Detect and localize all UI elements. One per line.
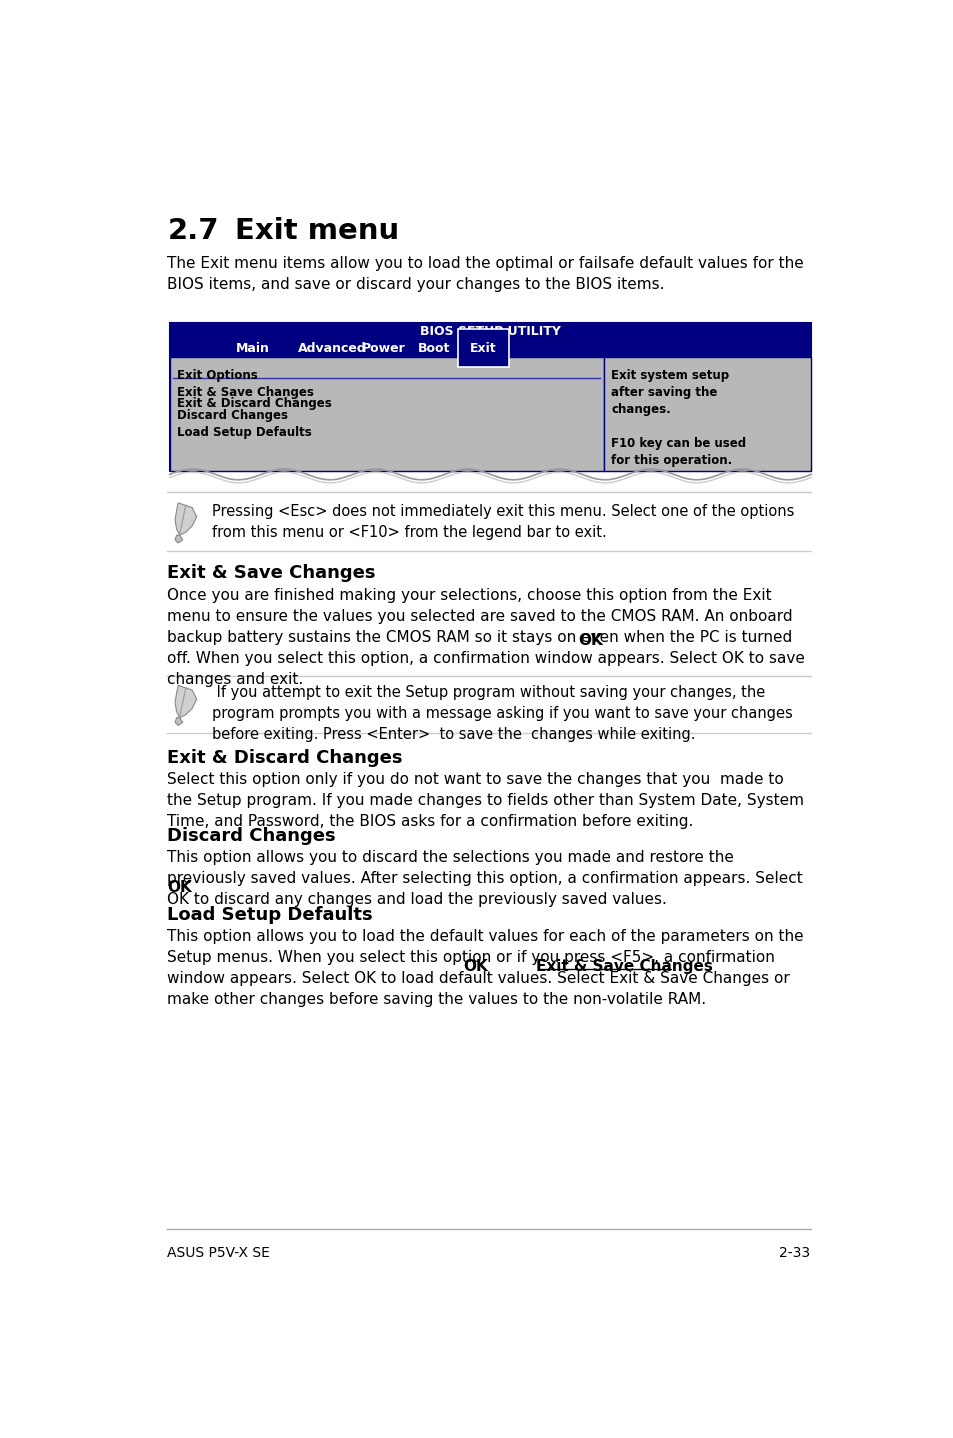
Text: If you attempt to exit the Setup program without saving your changes, the
progra: If you attempt to exit the Setup program…	[212, 686, 792, 742]
Text: OK: OK	[463, 959, 488, 974]
Text: 2-33: 2-33	[779, 1245, 810, 1260]
Text: Select this option only if you do not want to save the changes that you  made to: Select this option only if you do not wa…	[167, 772, 803, 828]
Text: Main: Main	[235, 342, 269, 355]
Text: Exit & Save Changes: Exit & Save Changes	[167, 565, 375, 582]
Text: ASUS P5V-X SE: ASUS P5V-X SE	[167, 1245, 270, 1260]
Bar	[170, 322, 810, 339]
Bar	[170, 339, 810, 357]
Bar	[170, 322, 810, 470]
Polygon shape	[174, 686, 196, 718]
Text: This option allows you to load the default values for each of the parameters on : This option allows you to load the defau…	[167, 929, 803, 1007]
Text: Exit menu: Exit menu	[235, 217, 399, 246]
Text: Exit & Discard Changes: Exit & Discard Changes	[167, 749, 402, 766]
Bar	[170, 357, 603, 470]
Text: Pressing <Esc> does not immediately exit this menu. Select one of the options
fr: Pressing <Esc> does not immediately exit…	[212, 503, 794, 539]
Text: Exit & Save Changes: Exit & Save Changes	[536, 959, 712, 974]
Text: Exit system setup
after saving the
changes.

F10 key can be used
for this operat: Exit system setup after saving the chang…	[611, 370, 745, 467]
Text: Exit & Discard Changes: Exit & Discard Changes	[177, 397, 332, 410]
Text: Once you are finished making your selections, choose this option from the Exit
m: Once you are finished making your select…	[167, 588, 804, 686]
Text: Boot: Boot	[417, 342, 450, 355]
Text: Exit & Save Changes: Exit & Save Changes	[177, 385, 314, 398]
Bar	[468, 339, 498, 357]
Text: Discard Changes: Discard Changes	[177, 408, 288, 421]
Bar	[603, 357, 810, 470]
Text: Discard Changes: Discard Changes	[167, 827, 335, 846]
Polygon shape	[174, 503, 196, 535]
Text: OK: OK	[167, 880, 192, 896]
Text: Power: Power	[361, 342, 405, 355]
Text: Load Setup Defaults: Load Setup Defaults	[177, 426, 312, 439]
Text: Exit Options: Exit Options	[177, 370, 258, 383]
Text: Advanced: Advanced	[297, 342, 366, 355]
Polygon shape	[174, 718, 183, 725]
Text: Exit: Exit	[470, 342, 497, 355]
Text: The Exit menu items allow you to load the optimal or failsafe default values for: The Exit menu items allow you to load th…	[167, 256, 803, 292]
Polygon shape	[174, 535, 183, 544]
Text: BIOS SETUP UTILITY: BIOS SETUP UTILITY	[419, 325, 560, 338]
Text: Load Setup Defaults: Load Setup Defaults	[167, 906, 373, 923]
Text: This option allows you to discard the selections you made and restore the
previo: This option allows you to discard the se…	[167, 850, 802, 907]
Text: OK: OK	[578, 633, 602, 647]
Text: 2.7: 2.7	[167, 217, 218, 246]
